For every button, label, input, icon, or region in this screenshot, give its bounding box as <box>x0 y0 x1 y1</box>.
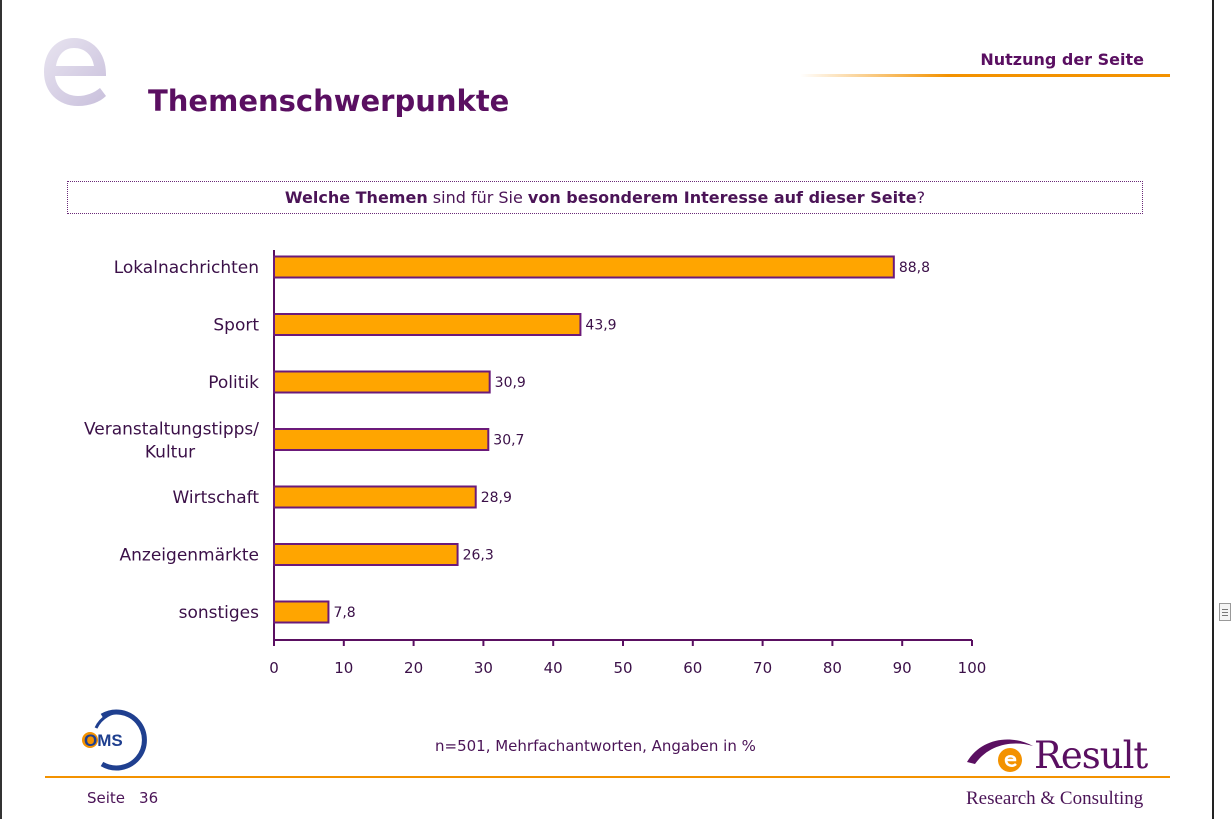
bar <box>273 428 490 451</box>
oms-logo-text: OMS <box>84 731 123 750</box>
category-label: Politik <box>208 373 259 393</box>
bar <box>273 543 459 566</box>
category-label: sonstiges <box>179 603 260 623</box>
category-label: Lokalnachrichten <box>114 258 259 278</box>
section-label: Nutzung der Seite <box>980 50 1144 69</box>
question-text-regular-2: ? <box>916 188 926 207</box>
x-tick-label: 40 <box>544 659 563 677</box>
category-label: Sport <box>213 316 259 336</box>
bar-value-label: 43,9 <box>585 318 616 334</box>
x-tick-label: 30 <box>474 659 493 677</box>
category-label: Wirtschaft <box>172 488 259 508</box>
x-tick-label: 20 <box>404 659 423 677</box>
x-tick-label: 90 <box>893 659 912 677</box>
result-logo-icon <box>967 739 1033 772</box>
x-tick-label: 60 <box>683 659 702 677</box>
footnote: n=501, Mehrfachantworten, Angaben in % <box>435 737 756 755</box>
page-title: Themenschwerpunkte <box>148 84 510 118</box>
bar-value-label: 30,7 <box>493 433 524 449</box>
bar <box>273 485 477 509</box>
bar-value-label: 7,8 <box>333 605 355 621</box>
window-right-border <box>1212 0 1214 819</box>
page-number-value: 36 <box>139 789 159 807</box>
bar <box>273 600 330 624</box>
oms-logo-icon: OMS <box>82 709 147 771</box>
footer-divider <box>45 776 1170 778</box>
x-tick-label: 100 <box>958 659 987 677</box>
e-logo-icon <box>44 38 106 106</box>
result-brand-name: Result <box>1034 734 1148 777</box>
bar-value-label: 26,3 <box>463 548 494 564</box>
window-left-border <box>0 0 2 819</box>
bar <box>273 313 582 336</box>
x-tick-label: 70 <box>753 659 772 677</box>
category-label: Kultur <box>145 443 195 463</box>
question-box: Welche Themen sind für Sie von besondere… <box>67 181 1143 214</box>
x-tick-label: 80 <box>823 659 842 677</box>
x-tick-label: 10 <box>334 659 353 677</box>
page-number: Seite 36 <box>87 789 158 807</box>
scroll-handle[interactable] <box>1219 603 1231 621</box>
result-tagline: Research & Consulting <box>966 788 1144 809</box>
category-label: Veranstaltungstipps/ <box>84 420 259 440</box>
question-text-bold-2: von besonderem Interesse auf dieser Seit… <box>527 188 917 207</box>
question-text-bold-1: Welche Themen <box>284 188 428 207</box>
x-tick-label: 50 <box>613 659 632 677</box>
x-tick-label: 0 <box>269 659 279 677</box>
bar <box>273 255 895 279</box>
bar-value-label: 88,8 <box>899 260 930 276</box>
section-underline <box>800 74 1170 77</box>
question-text-regular-1: sind für Sie <box>427 188 528 207</box>
page-label: Seite <box>87 789 126 807</box>
bar-value-label: 28,9 <box>481 490 512 506</box>
bar <box>273 370 491 394</box>
bar-value-label: 30,9 <box>495 375 526 391</box>
category-label: Anzeigenmärkte <box>120 546 259 566</box>
